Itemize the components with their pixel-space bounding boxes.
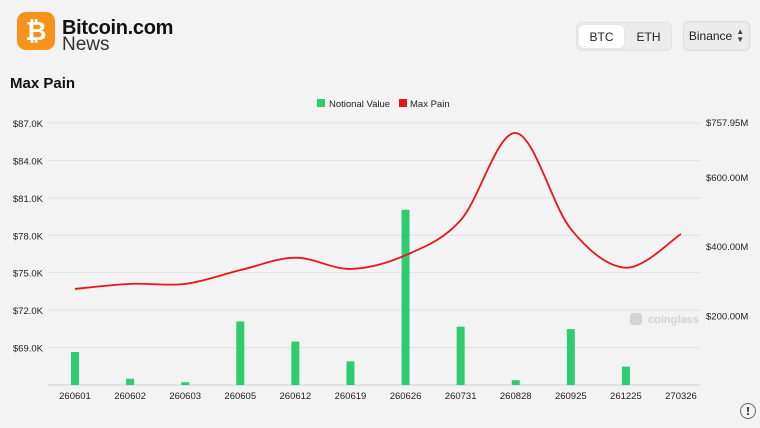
x-axis-tick-label: 260601	[59, 391, 91, 402]
left-axis-tick-label: $69.0K	[13, 344, 44, 355]
left-axis-tick-label: $72.0K	[13, 306, 44, 317]
right-axis-tick-label: $200.00M	[706, 312, 748, 323]
notional-value-bar	[401, 209, 410, 385]
right-axis-tick-label: $757.95M	[706, 118, 748, 129]
notional-value-bar	[621, 366, 630, 385]
legend-swatch-notional-value	[317, 99, 325, 107]
left-axis-tick-label: $75.0K	[13, 269, 44, 280]
legend-label-notional-value: Notional Value	[329, 99, 390, 110]
page-title: Max Pain	[10, 75, 76, 92]
x-axis-tick-label: 261225	[610, 391, 642, 402]
notional-value-bar	[291, 341, 300, 385]
x-axis-tick-label: 260925	[555, 391, 587, 402]
exchange-select[interactable]: Binance ▲ ▼	[683, 21, 750, 51]
notional-value-bar	[511, 380, 520, 385]
brand-subname: News	[62, 34, 110, 55]
max-pain-line	[74, 132, 682, 290]
exchange-select-value: Binance	[688, 29, 733, 43]
left-axis-tick-label: $84.0K	[13, 156, 44, 167]
left-axis-tick-label: $78.0K	[13, 231, 44, 242]
right-axis-tick-label: $600.00M	[706, 173, 748, 184]
bitcoin-logo-icon: ₿	[17, 12, 55, 50]
x-axis-tick-label: 260731	[445, 391, 477, 402]
left-axis-tick-label: $81.0K	[13, 194, 44, 205]
x-axis-tick-label: 260602	[114, 391, 146, 402]
left-axis-tick-label: $87.0K	[13, 119, 44, 130]
notional-value-bar	[456, 326, 465, 385]
coin-toggle: BTC ETH	[576, 22, 672, 51]
x-axis-tick-label: 270326	[665, 391, 697, 402]
x-axis-tick-label: 260626	[390, 391, 422, 402]
notional-value-bar	[236, 321, 245, 385]
notional-value-bar	[566, 329, 575, 385]
coin-option-btc[interactable]: BTC	[579, 25, 624, 48]
info-icon[interactable]: !	[740, 403, 756, 419]
right-axis-tick-label: $400.00M	[706, 242, 748, 253]
brand-name: Bitcoin.com	[62, 17, 174, 39]
coinglass-watermark: coinglass	[648, 314, 699, 326]
x-axis-tick-label: 260603	[169, 391, 201, 402]
brand-logo[interactable]: ₿ Bitcoin.com News	[17, 12, 177, 56]
coin-option-eth[interactable]: ETH	[636, 29, 661, 44]
x-axis-tick-label: 260619	[335, 391, 367, 402]
legend-label-max-pain: Max Pain	[410, 99, 450, 110]
notional-value-bar	[71, 352, 79, 385]
notional-value-bar	[346, 361, 355, 385]
x-axis-tick-label: 260605	[224, 391, 256, 402]
legend-swatch-max-pain	[399, 99, 407, 107]
coinglass-logo-icon	[630, 313, 642, 325]
notional-value-bar	[126, 378, 135, 385]
x-axis-tick-label: 260828	[500, 391, 532, 402]
x-axis-tick-label: 260612	[280, 391, 312, 402]
notional-value-bar	[181, 382, 190, 385]
chevron-updown-icon: ▲ ▼	[736, 27, 745, 44]
